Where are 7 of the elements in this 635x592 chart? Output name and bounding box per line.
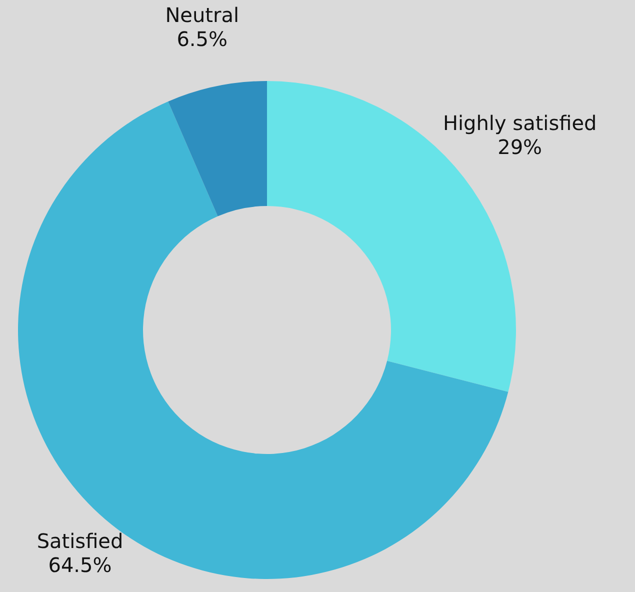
slice-label: Satisfied (36, 529, 124, 553)
data-label: 29% (498, 134, 542, 159)
data-label: 6.5% (176, 27, 228, 51)
data-label: 64.5% (48, 553, 112, 577)
donut-slice (168, 81, 267, 216)
slice-label: Neutral (165, 3, 240, 27)
slice-label: Highly satisfied (442, 110, 597, 135)
